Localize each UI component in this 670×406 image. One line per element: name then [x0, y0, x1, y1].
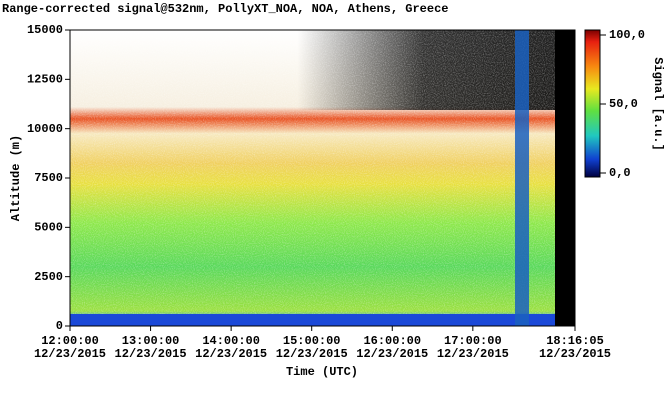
x-tick-label: 14:00:00 [202, 334, 260, 348]
y-tick-label: 7500 [34, 171, 63, 185]
x-tick-label: 15:00:00 [283, 334, 341, 348]
colorbar-tick-label: 0,0 [609, 166, 631, 180]
x-tick-label: 17:00:00 [444, 334, 502, 348]
y-tick-label: 12500 [27, 73, 63, 87]
x-tick-date: 12/23/2015 [437, 347, 509, 361]
chart-title: Range-corrected signal@532nm, PollyXT_NO… [2, 2, 448, 16]
x-tick-label: 16:00:00 [363, 334, 421, 348]
x-tick-date: 12/23/2015 [34, 347, 106, 361]
y-tick-label: 0 [56, 319, 63, 333]
x-tick-date: 12/23/2015 [276, 347, 348, 361]
x-tick-label: 13:00:00 [122, 334, 180, 348]
x-tick-date: 12/23/2015 [356, 347, 428, 361]
colorbar-label: Signal [a.u.] [651, 57, 665, 151]
colorbar-tick-label: 50,0 [609, 97, 638, 111]
x-tick-date: 12/23/2015 [195, 347, 267, 361]
y-tick-label: 2500 [34, 270, 63, 284]
colorbar [584, 29, 601, 178]
x-axis-label: Time (UTC) [286, 365, 358, 379]
y-axis-label: Altitude (m) [9, 135, 23, 221]
heatmap-image [70, 30, 575, 326]
colorbar-tick-label: 100,0 [609, 28, 645, 42]
x-tick-label: 12:00:00 [41, 334, 99, 348]
x-tick-date: 12/23/2015 [539, 347, 611, 361]
y-tick-label: 10000 [27, 122, 63, 136]
y-tick-label: 5000 [34, 221, 63, 235]
x-tick-label: 18:16:05 [546, 334, 604, 348]
x-tick-date: 12/23/2015 [115, 347, 187, 361]
y-tick-label: 15000 [27, 23, 63, 37]
